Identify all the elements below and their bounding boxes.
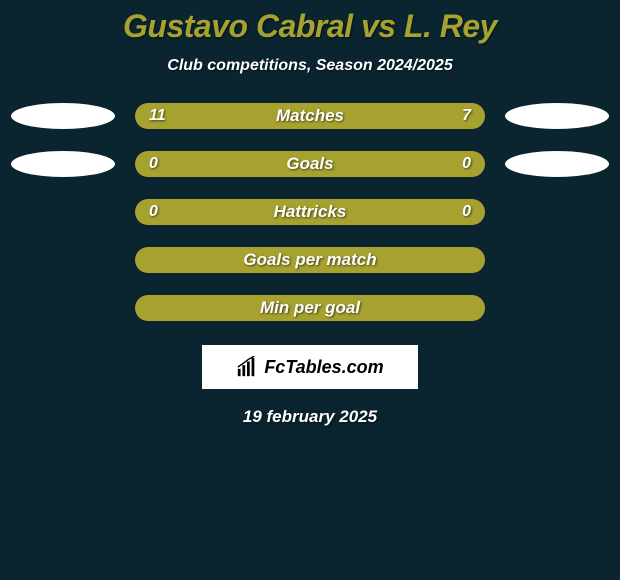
player-left-marker bbox=[11, 103, 115, 129]
stat-label: Matches bbox=[276, 106, 344, 126]
stat-right-value: 0 bbox=[462, 155, 471, 173]
stat-row: Min per goal bbox=[0, 295, 620, 321]
marker-spacer bbox=[505, 295, 609, 321]
stat-right-value: 7 bbox=[462, 107, 471, 125]
stat-bar: Goals per match bbox=[135, 247, 485, 273]
stat-left-value: 0 bbox=[149, 203, 158, 221]
stat-bar: 11 Matches 7 bbox=[135, 103, 485, 129]
stat-label: Goals per match bbox=[243, 250, 376, 270]
stat-row: 0 Goals 0 bbox=[0, 151, 620, 177]
marker-spacer bbox=[11, 199, 115, 225]
report-date: 19 february 2025 bbox=[243, 407, 377, 427]
source-badge-text: FcTables.com bbox=[264, 357, 383, 378]
page-subtitle: Club competitions, Season 2024/2025 bbox=[167, 57, 452, 75]
stat-bar: 0 Goals 0 bbox=[135, 151, 485, 177]
stat-label: Hattricks bbox=[274, 202, 347, 222]
stat-row: 0 Hattricks 0 bbox=[0, 199, 620, 225]
marker-spacer bbox=[505, 247, 609, 273]
stat-bar: 0 Hattricks 0 bbox=[135, 199, 485, 225]
marker-spacer bbox=[11, 247, 115, 273]
stat-row: Goals per match bbox=[0, 247, 620, 273]
stat-label: Min per goal bbox=[260, 298, 360, 318]
comparison-widget: Gustavo Cabral vs L. Rey Club competitio… bbox=[0, 0, 620, 427]
stat-row: 11 Matches 7 bbox=[0, 103, 620, 129]
stat-bar: Min per goal bbox=[135, 295, 485, 321]
stat-label: Goals bbox=[286, 154, 333, 174]
stat-left-value: 0 bbox=[149, 155, 158, 173]
marker-spacer bbox=[11, 295, 115, 321]
player-right-marker bbox=[505, 103, 609, 129]
player-right-marker bbox=[505, 151, 609, 177]
page-title: Gustavo Cabral vs L. Rey bbox=[123, 8, 497, 45]
stat-left-value: 11 bbox=[149, 107, 166, 125]
chart-icon bbox=[236, 356, 258, 378]
stat-right-value: 0 bbox=[462, 203, 471, 221]
marker-spacer bbox=[505, 199, 609, 225]
source-badge[interactable]: FcTables.com bbox=[202, 345, 418, 389]
player-left-marker bbox=[11, 151, 115, 177]
